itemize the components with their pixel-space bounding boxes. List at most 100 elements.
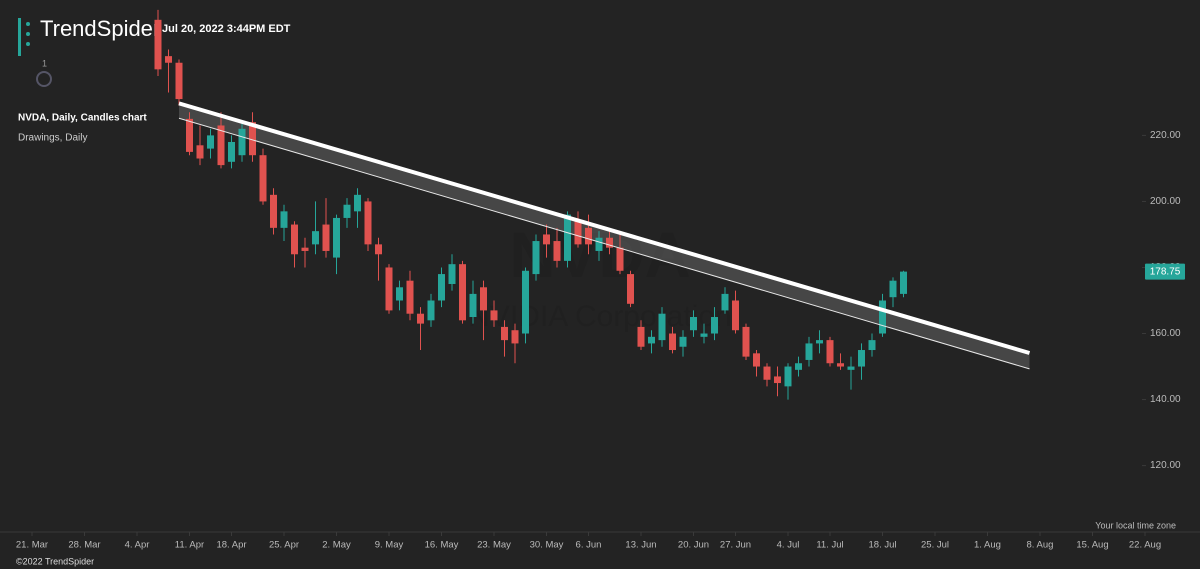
logo-dot xyxy=(26,42,30,46)
candle-body xyxy=(543,234,550,245)
candle-body xyxy=(343,204,351,218)
candle-body xyxy=(595,237,603,251)
x-tick-label: 4. Apr xyxy=(125,540,150,551)
logo-bar xyxy=(18,18,21,56)
candle-body xyxy=(217,125,225,166)
logo-icon xyxy=(18,18,52,87)
candle-body xyxy=(795,363,802,370)
y-tick-label: 200.00 xyxy=(1150,196,1181,207)
badge: 1 xyxy=(42,58,47,68)
x-tick-label: 27. Jun xyxy=(720,540,751,551)
x-tick-label: 11. Jul xyxy=(816,540,843,551)
y-tick-label: 160.00 xyxy=(1150,328,1181,339)
watermark-symbol: NVDA xyxy=(509,219,690,291)
candle-body xyxy=(249,122,256,156)
candle-body xyxy=(448,264,456,284)
candle-body xyxy=(322,224,330,251)
candle-body xyxy=(564,214,571,261)
candle-body xyxy=(312,231,319,245)
candle-body xyxy=(606,237,613,248)
candle-body xyxy=(186,118,193,152)
candle-body xyxy=(858,350,865,367)
candle-body xyxy=(417,313,424,324)
candle-body xyxy=(847,366,855,370)
x-tick-label: 30. May xyxy=(530,540,564,551)
candle-body xyxy=(228,141,235,162)
candle-body xyxy=(354,194,361,212)
candle-body xyxy=(291,224,298,255)
timestamp: Jul 20, 2022 3:44PM EDT xyxy=(162,23,291,35)
candle-body xyxy=(658,313,666,341)
x-tick-label: 28. Mar xyxy=(68,540,100,551)
candle-body xyxy=(816,340,823,344)
logo: TrendSpider xyxy=(40,16,160,41)
timezone-note: Your local time zone xyxy=(1095,520,1176,530)
y-tick-label: 220.00 xyxy=(1150,130,1181,141)
candle-body xyxy=(732,300,739,331)
logo-dot xyxy=(26,22,30,26)
badge-icon xyxy=(36,71,52,87)
candle-body xyxy=(679,336,687,347)
candle-body xyxy=(532,241,540,275)
candle-body xyxy=(459,264,466,321)
candle-body xyxy=(280,211,288,228)
x-tick-label: 15. Aug xyxy=(1076,540,1108,551)
candle-body xyxy=(763,366,771,380)
candle-body xyxy=(648,336,655,344)
candle-body xyxy=(270,194,277,228)
candle-body xyxy=(175,62,183,100)
x-tick-label: 9. May xyxy=(375,540,404,551)
candle-body xyxy=(637,326,645,347)
candle-body xyxy=(154,19,162,70)
candle-body xyxy=(721,293,729,311)
x-tick-label: 4. Jul xyxy=(777,540,800,551)
candle-body xyxy=(165,56,172,63)
x-tick-label: 20. Jun xyxy=(678,540,709,551)
x-tick-label: 18. Jul xyxy=(869,540,897,551)
x-tick-label: 25. Jul xyxy=(921,540,949,551)
watermark-name: NVIDIA Corporation xyxy=(468,300,731,333)
candle-body xyxy=(522,270,529,334)
candle-body xyxy=(511,330,519,344)
chart-subtitle: Drawings, Daily xyxy=(18,133,87,144)
trendline xyxy=(178,101,1031,355)
candle-body xyxy=(627,274,634,304)
candle-body xyxy=(837,363,844,367)
candle-body xyxy=(333,217,340,258)
last-price-label: 178.75 xyxy=(1150,267,1181,278)
candle-body xyxy=(406,280,414,314)
x-tick-label: 13. Jun xyxy=(625,540,656,551)
candle-body xyxy=(553,241,561,261)
candle-body xyxy=(879,300,886,334)
channel-fill xyxy=(179,103,1030,369)
watermark: NVDA NVIDIA Corporation xyxy=(468,219,731,333)
candle-body xyxy=(469,293,477,318)
candle-body xyxy=(364,201,372,245)
candle-body xyxy=(700,333,708,337)
candle-body xyxy=(301,247,309,251)
x-tick-label: 22. Aug xyxy=(1129,540,1161,551)
candle-body xyxy=(396,287,403,301)
logo-dot xyxy=(26,32,30,36)
candles xyxy=(154,9,907,400)
candle-body xyxy=(375,244,382,255)
candle-body xyxy=(574,221,582,245)
candle-body xyxy=(742,326,750,357)
candle-body xyxy=(259,155,267,202)
y-tick-label: 140.00 xyxy=(1150,394,1181,405)
candle-body xyxy=(690,317,697,331)
candle-body xyxy=(438,274,445,301)
candle-body xyxy=(427,300,435,321)
candle-body xyxy=(826,340,834,364)
candle-body xyxy=(805,343,813,360)
candle-body xyxy=(385,267,393,311)
candle-body xyxy=(490,310,498,321)
x-tick-label: 23. May xyxy=(477,540,511,551)
candle-body xyxy=(784,366,792,387)
candle-body xyxy=(207,135,214,149)
candle-body xyxy=(616,247,624,271)
channel-lower xyxy=(178,117,1030,370)
candle-body xyxy=(501,326,508,341)
